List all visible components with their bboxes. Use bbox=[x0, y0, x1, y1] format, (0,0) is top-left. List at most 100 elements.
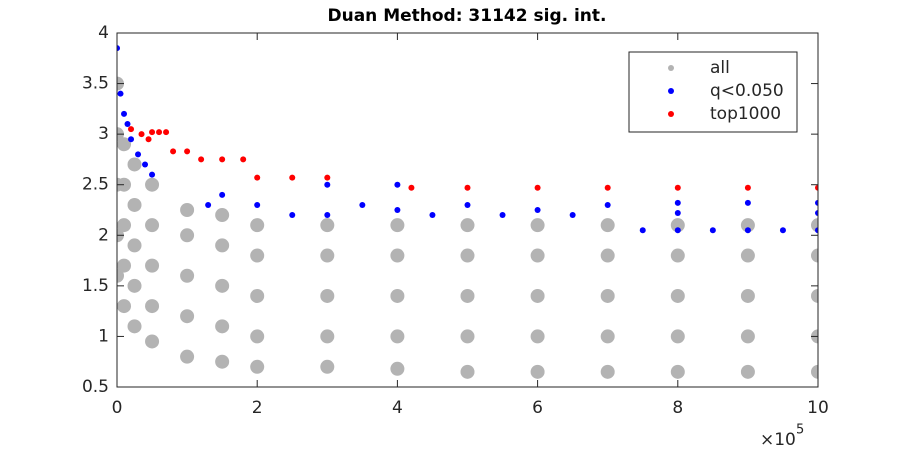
point bbox=[320, 218, 335, 233]
point bbox=[289, 174, 296, 181]
legend-label: all bbox=[710, 58, 730, 78]
point bbox=[390, 361, 405, 376]
point bbox=[530, 288, 545, 303]
point bbox=[219, 156, 226, 163]
point bbox=[180, 268, 195, 283]
point bbox=[138, 131, 145, 138]
x-exponent: 5 bbox=[796, 423, 804, 438]
point bbox=[460, 364, 475, 379]
y-tick-label: 3.5 bbox=[82, 74, 109, 94]
point bbox=[289, 212, 296, 219]
point bbox=[250, 218, 265, 233]
point bbox=[215, 238, 230, 253]
point bbox=[117, 45, 120, 52]
point bbox=[530, 329, 545, 344]
point bbox=[670, 218, 685, 233]
point bbox=[145, 258, 160, 273]
point bbox=[163, 129, 170, 136]
point bbox=[464, 201, 471, 208]
y-tick-label: 2.5 bbox=[82, 175, 109, 195]
point bbox=[740, 288, 755, 303]
point bbox=[250, 329, 265, 344]
point bbox=[390, 248, 405, 263]
point bbox=[390, 218, 405, 233]
point bbox=[408, 184, 415, 191]
point bbox=[117, 137, 132, 152]
point bbox=[674, 227, 681, 234]
point bbox=[250, 248, 265, 263]
y-tick-label: 1.5 bbox=[82, 276, 109, 296]
x-tick-label: 4 bbox=[392, 398, 403, 418]
point bbox=[145, 177, 160, 192]
point bbox=[815, 210, 818, 217]
point bbox=[639, 227, 646, 234]
point bbox=[744, 227, 751, 234]
point bbox=[600, 218, 615, 233]
y-tick-label: 1 bbox=[98, 326, 109, 346]
point bbox=[184, 148, 191, 155]
point bbox=[534, 184, 541, 191]
legend-box bbox=[628, 51, 798, 133]
point bbox=[394, 207, 401, 213]
x-tick-label: 6 bbox=[532, 398, 543, 418]
legend-marker bbox=[668, 111, 674, 117]
y-tick-label: 3 bbox=[98, 124, 109, 144]
point bbox=[215, 354, 230, 369]
point bbox=[530, 248, 545, 263]
point bbox=[744, 199, 751, 206]
point bbox=[117, 90, 124, 97]
y-tick-label: 4 bbox=[98, 23, 109, 43]
plot-area bbox=[117, 45, 818, 379]
point bbox=[815, 227, 818, 234]
legend-label: q<0.050 bbox=[710, 81, 784, 101]
point bbox=[320, 248, 335, 263]
point bbox=[180, 203, 195, 217]
x-tick-label: 2 bbox=[252, 398, 263, 418]
point bbox=[460, 218, 475, 233]
point bbox=[320, 288, 335, 303]
point bbox=[534, 207, 541, 213]
x-tick-label: 0 bbox=[112, 398, 123, 418]
point bbox=[180, 309, 195, 324]
point bbox=[670, 248, 685, 263]
point bbox=[117, 218, 132, 233]
point bbox=[460, 248, 475, 263]
point bbox=[254, 201, 261, 208]
point bbox=[128, 126, 135, 133]
legend-marker bbox=[668, 88, 674, 94]
point bbox=[320, 359, 335, 374]
point bbox=[127, 197, 142, 212]
point bbox=[390, 288, 405, 303]
point bbox=[156, 129, 163, 136]
axes-box bbox=[116, 32, 819, 388]
point bbox=[740, 329, 755, 344]
point bbox=[600, 288, 615, 303]
chart-title: Duan Method: 31142 sig. int. bbox=[327, 6, 606, 26]
point bbox=[815, 199, 818, 206]
point bbox=[215, 319, 230, 334]
point bbox=[460, 288, 475, 303]
x-tick-label: 10 bbox=[807, 398, 829, 418]
point bbox=[604, 201, 611, 208]
point bbox=[811, 364, 818, 379]
x-exponent-base: ×10 bbox=[760, 430, 796, 450]
point bbox=[670, 329, 685, 344]
point bbox=[127, 319, 142, 334]
point bbox=[394, 181, 401, 188]
point bbox=[117, 299, 132, 314]
point bbox=[250, 288, 265, 303]
point bbox=[600, 329, 615, 344]
legend-label: top1000 bbox=[710, 104, 781, 124]
point bbox=[359, 201, 366, 208]
x-tick-label: 8 bbox=[672, 398, 683, 418]
point bbox=[145, 218, 160, 233]
point bbox=[600, 248, 615, 263]
point bbox=[215, 208, 230, 223]
point bbox=[324, 181, 331, 188]
point bbox=[670, 364, 685, 379]
legend-marker bbox=[668, 65, 674, 71]
point bbox=[460, 329, 475, 344]
point bbox=[215, 278, 230, 293]
point bbox=[254, 174, 261, 181]
